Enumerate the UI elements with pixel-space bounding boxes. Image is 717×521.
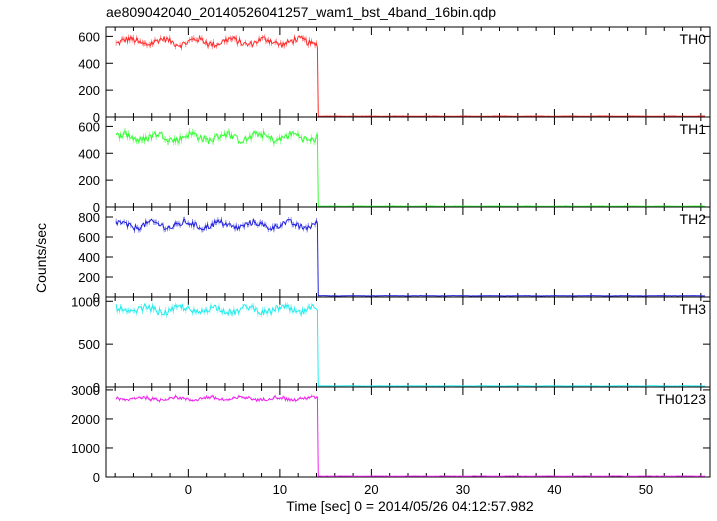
x-tick-label: 40: [547, 482, 561, 497]
y-tick-label: 500: [78, 337, 100, 352]
y-tick-label: 600: [78, 29, 100, 44]
x-axis-label: Time [sec] 0 = 2014/05/26 04:12:57.982: [286, 498, 534, 514]
y-tick-label: 200: [78, 83, 100, 98]
y-axis-label: Counts/sec: [33, 223, 49, 293]
y-tick-label: 0: [93, 380, 100, 395]
series-line: [115, 217, 705, 297]
y-tick-label: 0: [93, 200, 100, 215]
x-tick-label: 30: [456, 482, 470, 497]
series-label: TH1: [680, 121, 707, 137]
panel-th1: 0 200 400 600 TH1: [78, 116, 711, 215]
y-tick-label: 200: [78, 270, 100, 285]
series-label: TH3: [680, 301, 707, 317]
figure-title: ae809042040_20140526041257_wam1_bst_4ban…: [106, 4, 496, 20]
y-tick-label: 3000: [71, 383, 100, 398]
panel-th3: 0 500 1000 TH3: [71, 294, 711, 395]
error-bars: [116, 302, 312, 318]
series-line: [115, 34, 705, 118]
panel-frame: [105, 116, 711, 208]
series-line: [115, 129, 706, 208]
x-tick-label: 20: [364, 482, 378, 497]
y-tick-label: 800: [78, 210, 100, 225]
y-tick-label: 1000: [71, 441, 100, 456]
y-tick-label: 0: [93, 110, 100, 125]
x-tick-label: 50: [639, 482, 653, 497]
error-bars: [115, 34, 317, 51]
y-tick-label: 400: [78, 250, 100, 265]
x-tick-label: 0: [185, 482, 192, 497]
panel-th2: 0 200 400 600 800 TH2: [78, 206, 711, 305]
panel-th0: 0 200 400 600 TH0: [78, 26, 711, 125]
series-label: TH0123: [656, 391, 706, 407]
y-tick-label: 600: [78, 119, 100, 134]
series-label: TH0: [680, 31, 707, 47]
y-tick-label: 400: [78, 146, 100, 161]
y-tick-label: 400: [78, 56, 100, 71]
error-bars: [116, 394, 317, 403]
error-bars: [115, 216, 318, 234]
series-line: [115, 394, 706, 477]
y-tick-label: 0: [93, 470, 100, 485]
y-tick-label: 200: [78, 173, 100, 188]
series-line: [115, 302, 706, 387]
series-label: TH2: [680, 211, 707, 227]
y-tick-label: 2000: [71, 412, 100, 427]
panel-frame: [105, 206, 711, 298]
error-bars: [119, 128, 318, 147]
y-tick-label: 600: [78, 230, 100, 245]
y-tick-label: 0: [93, 290, 100, 305]
x-tick-label: 10: [273, 482, 287, 497]
y-tick-label: 1000: [71, 294, 100, 309]
